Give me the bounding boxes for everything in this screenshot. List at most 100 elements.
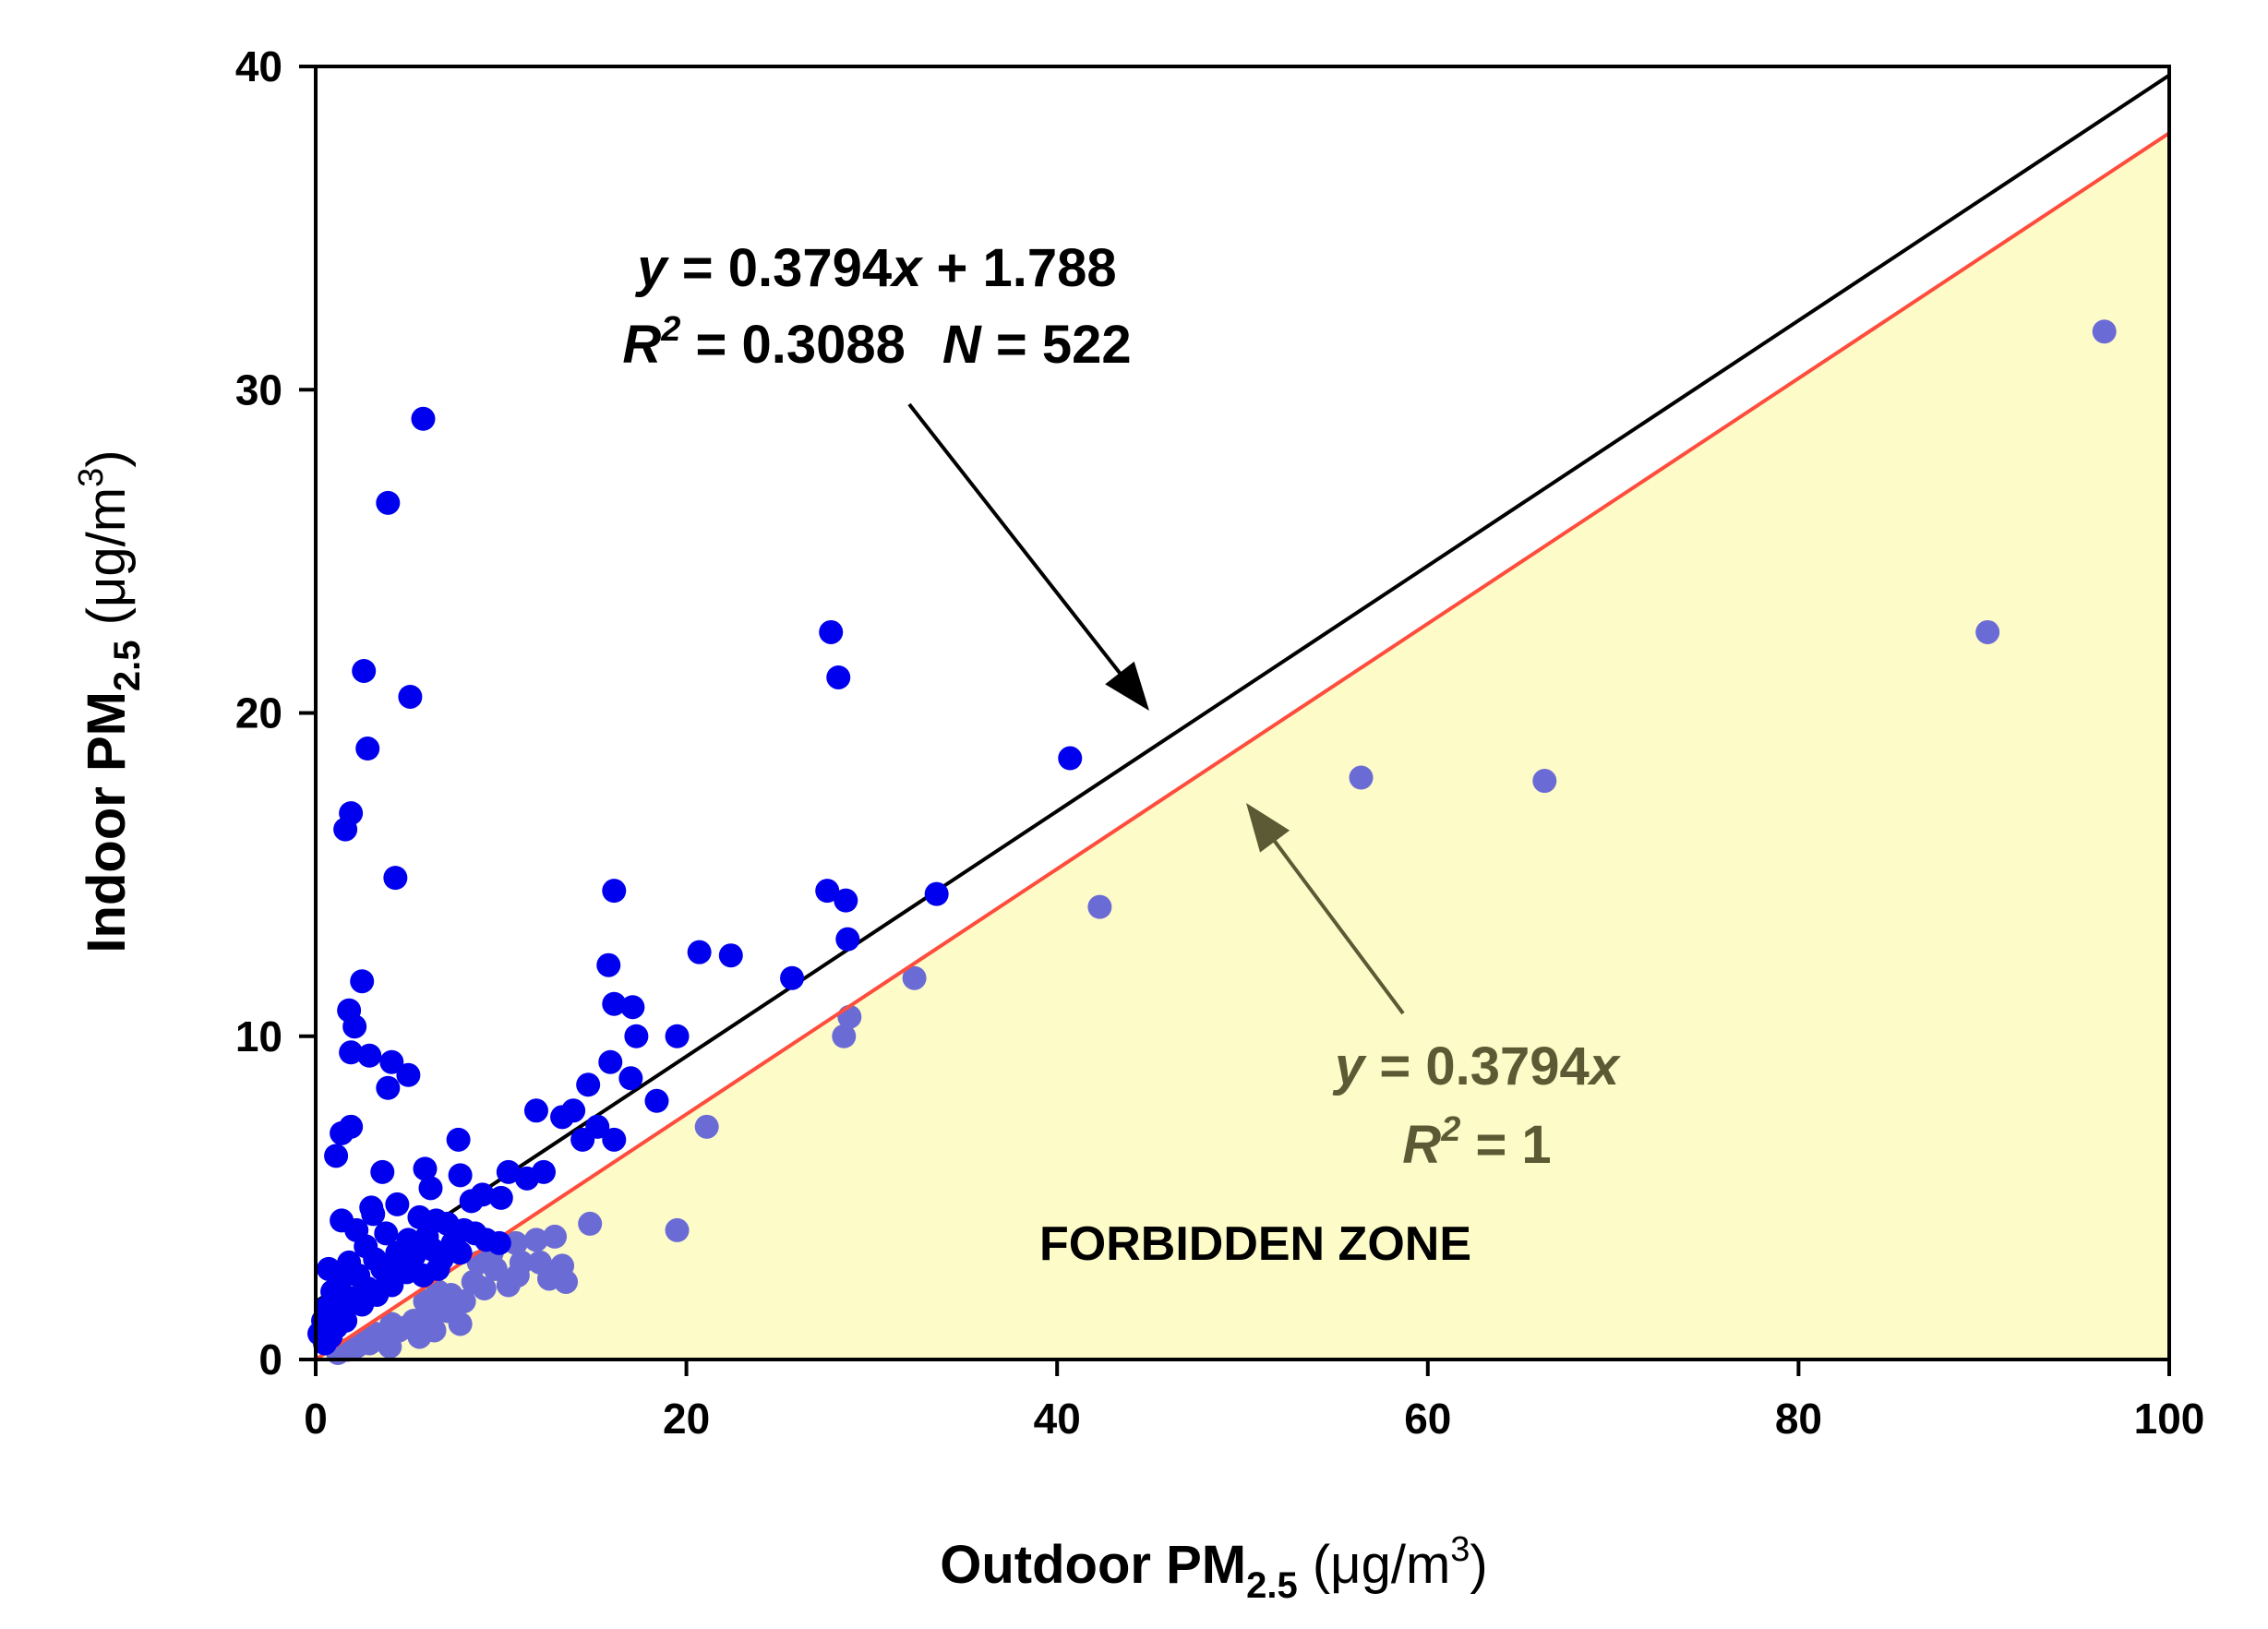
x-axis-ticks: 0 20 40 60 80 100 [304,1359,2204,1443]
y-tick-label: 0 [258,1336,282,1383]
point-below-13 [503,1230,528,1255]
point-above-3 [398,684,423,709]
stats-r: R [622,315,661,375]
point-above-34 [576,1072,601,1097]
point-above-30 [624,1024,649,1048]
ref-r: R [1402,1115,1441,1175]
x-tick-label: 100 [2134,1395,2205,1443]
point-above-15 [835,927,860,952]
point-above-29 [620,995,645,1020]
regression-arrow-head [1105,661,1149,711]
y-tick-label: 30 [235,365,282,413]
x-title-sub: 2.5 [1246,1565,1298,1606]
point-below-42 [435,1299,460,1324]
point-above-18 [780,965,805,990]
point-above-27 [376,1075,401,1100]
point-above-12 [815,879,840,904]
point-above-53 [459,1189,484,1214]
point-above-25 [379,1049,404,1074]
reference-stats: R2 = 1 [1402,1110,1551,1175]
point-above-26 [396,1062,421,1087]
point-above-9 [826,665,851,689]
reference-arrow-head [1246,803,1290,853]
point-above-46 [413,1156,438,1181]
x-tick-label: 20 [663,1395,710,1443]
point-above-16 [687,940,712,964]
y-title-unit-open: ( [77,607,137,640]
x-tick-label: 40 [1034,1395,1081,1443]
x-title-sup: 3 [1450,1530,1470,1569]
ref-x-var: x [1587,1036,1622,1096]
point-above-71 [486,1230,511,1255]
point-below-47 [422,1318,447,1343]
ref-slope: = 0.3794 [1364,1036,1590,1096]
point-above-40 [550,1105,575,1130]
point-above-22 [342,1014,367,1039]
ref-y-var: y [1332,1036,1367,1096]
point-above-14 [924,881,949,906]
point-above-28 [602,991,627,1016]
points-above-group [307,406,1083,1356]
point-below-5 [902,965,927,990]
point-above-36 [644,1088,669,1113]
point-above-24 [357,1043,382,1068]
eq-slope: = 0.3794 [667,238,893,298]
reference-arrow [1269,835,1405,1015]
x-tick-label: 80 [1775,1395,1822,1443]
point-above-100 [389,1250,414,1275]
point-above-39 [602,1127,627,1152]
point-above-43 [339,1114,364,1139]
point-above-19 [596,952,621,977]
point-above-98 [313,1331,338,1356]
y-title-main: Indoor PM [77,691,137,953]
x-title-mu: μ [1330,1535,1361,1595]
eq-x-var: x [889,238,924,298]
point-below-41 [413,1288,438,1313]
ref-r-sup: 2 [1440,1110,1460,1149]
x-title-unit-open: ( [1298,1535,1330,1595]
stats-n-value: = 522 [981,315,1132,375]
point-below-3 [1532,769,1557,794]
point-above-49 [496,1159,521,1184]
point-below-10 [665,1217,690,1242]
point-above-8 [819,619,844,644]
point-above-31 [665,1024,690,1048]
point-above-37 [523,1098,548,1123]
point-above-45 [446,1127,471,1152]
y-title-mu: μ [77,577,137,607]
point-above-54 [488,1185,513,1210]
reference-line [314,131,2171,1361]
regression-equation: y = 0.3794x + 1.788 [634,238,1116,298]
points-below-group [326,319,2117,1365]
point-above-2 [352,658,377,683]
point-above-10 [1058,746,1083,771]
point-above-77 [448,1240,473,1265]
point-below-4 [1087,894,1112,919]
point-above-1 [376,490,401,515]
point-above-101 [376,1266,401,1291]
reference-equation: y = 0.3794x [1332,1036,1622,1096]
eq-y-var: y [634,238,669,298]
y-title-unit: g/m [77,487,137,577]
point-above-55 [418,1176,443,1201]
point-above-4 [355,737,380,761]
point-above-58 [361,1202,386,1227]
point-above-41 [570,1127,595,1152]
point-above-44 [324,1144,349,1168]
point-above-33 [618,1066,643,1091]
x-axis-title: Outdoor PM2.5 (μg/m3) [940,1530,1487,1606]
point-below-7 [832,1024,857,1048]
x-tick-label: 60 [1404,1395,1451,1443]
point-below-8 [694,1114,719,1139]
forbidden-zone-label: FORBIDDEN ZONE [1039,1217,1471,1271]
y-title-unit-close: ) [77,449,137,467]
point-above-32 [598,1049,623,1074]
point-above-7 [383,866,408,891]
point-below-12 [523,1228,548,1252]
x-title-main: Outdoor PM [940,1535,1246,1595]
stats-r-sup: 2 [660,310,680,349]
y-title-sup: 3 [72,468,111,487]
regression-arrow [907,402,1125,679]
point-below-45 [378,1334,402,1359]
